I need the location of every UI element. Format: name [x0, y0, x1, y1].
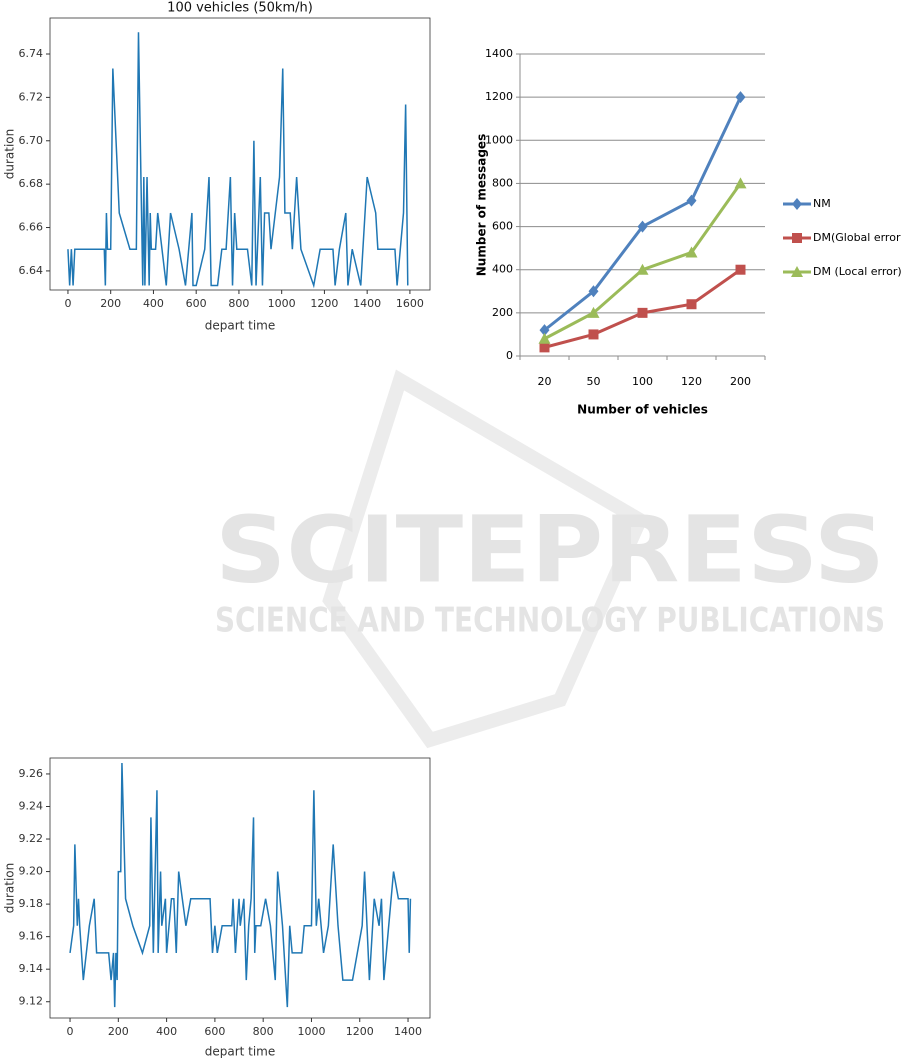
chart: 9.12 9.14 9.16 9.18 9.20 9.22 9.24 9.26 0 200 400 6… [3, 757, 431, 1059]
series-line [543, 96, 742, 332]
x-tick-label: 120 [681, 375, 702, 388]
x-tick-label: 400 [143, 297, 164, 310]
y-tick-label: 9.16 [19, 930, 44, 943]
legend-label: NM [813, 197, 831, 210]
marker [686, 194, 697, 207]
y-tick-label: 6.66 [19, 221, 44, 234]
y-tick-label: 9.12 [19, 995, 44, 1008]
series-line [67, 32, 409, 289]
x-tick-label: 0 [67, 1025, 74, 1038]
x-tick-label: 1400 [353, 297, 381, 310]
marker [588, 329, 599, 340]
x-tick-label: 1000 [268, 297, 296, 310]
marker [538, 332, 551, 344]
x-tick-label: 1600 [396, 297, 424, 310]
y-tick-label: 6.68 [19, 177, 44, 190]
y-tick-label: 600 [492, 220, 513, 233]
plot-frame [49, 757, 431, 1019]
plot-frame [49, 17, 431, 291]
legend-label: DM(Global error) [813, 231, 901, 244]
marker [792, 233, 802, 243]
y-tick-label: 9.18 [19, 897, 44, 910]
y-axis-label: duration [3, 129, 17, 180]
y-tick-label: 9.20 [19, 865, 44, 878]
y-tick-label: 0 [506, 349, 513, 362]
x-tick-label: 200 [730, 375, 751, 388]
marker [636, 263, 649, 275]
marker [539, 342, 550, 353]
x-tick-label: 0 [64, 297, 71, 310]
x-tick-label: 1200 [310, 297, 338, 310]
marker [637, 307, 648, 318]
watermark-shape [322, 369, 649, 749]
x-tick-label: 100 [632, 375, 653, 388]
y-tick-label: 1400 [485, 47, 513, 60]
chart: 100 vehicles (50km/h) 6.64 6.66 6.68 6.70 6.7… [3, 1, 431, 333]
x-tick-label: 600 [186, 297, 207, 310]
y-tick-label: 9.26 [19, 767, 44, 780]
x-axis-label: Number of vehicles [577, 403, 708, 417]
x-tick-label: 400 [156, 1025, 177, 1038]
x-tick-label: 200 [100, 297, 121, 310]
legend-label: DM (Local error) [813, 265, 901, 278]
y-tick-label: 6.64 [19, 264, 44, 277]
marker [791, 266, 803, 277]
watermark-subtitle: SCIENCE AND TECHNOLOGY PUBLICATIONS [215, 601, 885, 641]
chart: 0 200 400 600 800 1000 1200 1400 20 50 100 120 200 NM… [475, 47, 901, 417]
y-tick-label: 9.24 [19, 799, 44, 812]
marker [685, 246, 698, 258]
y-axis-label: Number of messages [475, 134, 489, 276]
y-tick-label: 9.22 [19, 832, 44, 845]
marker [637, 220, 648, 233]
watermark-title: SCITEPRESS [215, 496, 885, 603]
y-tick-label: 6.74 [19, 47, 44, 60]
chart-title: 100 vehicles (50km/h) [167, 1, 313, 16]
y-tick-label: 200 [492, 306, 513, 319]
y-tick-label: 400 [492, 263, 513, 276]
y-axis-label: duration [3, 863, 17, 914]
marker [587, 306, 600, 318]
x-tick-label: 800 [253, 1025, 274, 1038]
x-tick-label: 1000 [297, 1025, 325, 1038]
y-tick-label: 6.70 [19, 134, 44, 147]
x-tick-label: 200 [108, 1025, 129, 1038]
marker [735, 264, 746, 275]
y-tick-label: 1000 [485, 133, 513, 146]
marker [539, 324, 550, 337]
x-tick-label: 1400 [394, 1025, 422, 1038]
marker [686, 299, 697, 310]
x-tick-label: 50 [587, 375, 601, 388]
y-tick-label: 1200 [485, 90, 513, 103]
marker [588, 285, 599, 298]
series-line [69, 763, 412, 1008]
x-axis-label: depart time [205, 1045, 276, 1059]
x-tick-label: 1200 [346, 1025, 374, 1038]
y-tick-label: 9.14 [19, 962, 44, 975]
x-tick-label: 600 [204, 1025, 225, 1038]
watermark: SCITEPRESS SCIENCE AND TECHNOLOGY PUBLIC… [215, 369, 885, 749]
x-tick-label: 800 [228, 297, 249, 310]
y-tick-label: 800 [492, 176, 513, 189]
x-axis-label: depart time [205, 319, 276, 333]
marker [792, 198, 802, 210]
marker [735, 91, 746, 104]
y-tick-label: 6.72 [19, 90, 44, 103]
x-tick-label: 20 [538, 375, 552, 388]
marker [734, 177, 747, 189]
